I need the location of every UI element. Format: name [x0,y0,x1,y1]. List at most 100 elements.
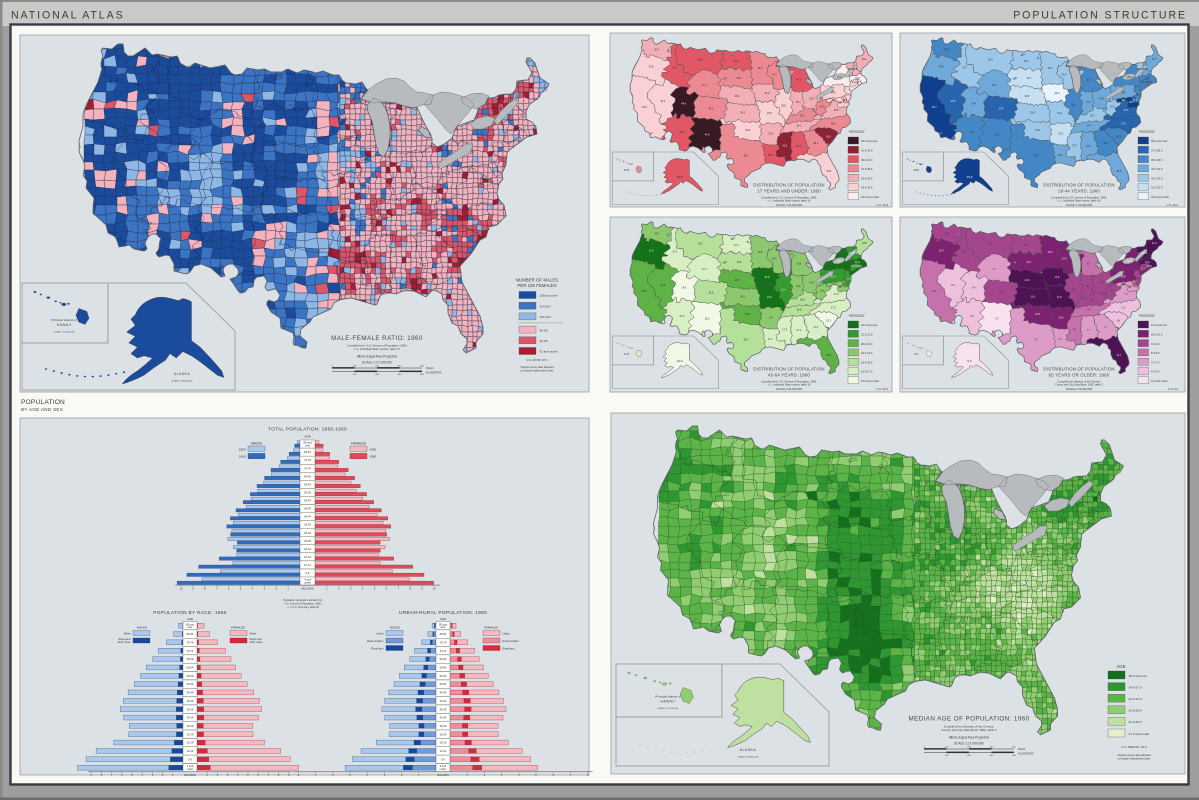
svg-text:3: 3 [227,774,229,777]
svg-text:22.8: 22.8 [765,276,770,279]
svg-text:30.9 and under: 30.9 and under [1151,195,1169,199]
svg-text:65-69: 65-69 [187,657,194,661]
svg-text:9.6: 9.6 [1025,244,1029,247]
svg-text:17.2: 17.2 [680,315,685,318]
svg-text:55-59: 55-59 [304,491,311,495]
svg-text:19.7: 19.7 [769,317,774,320]
svg-text:Compiled from U.S. Census of P: Compiled from U.S. Census of Population:… [761,196,817,200]
svg-text:8.7: 8.7 [1087,309,1091,312]
svg-text:17.0: 17.0 [624,352,630,356]
svg-text:FEMALES: FEMALES [484,625,498,629]
svg-text:1: 1 [287,586,289,590]
svg-text:7.4: 7.4 [992,268,996,271]
svg-text:75-79: 75-79 [187,641,194,645]
svg-text:33.5: 33.5 [1138,68,1143,71]
svg-text:400: 400 [420,365,424,367]
svg-text:over: over [187,625,192,629]
svg-text:37.0-38.9: 37.0-38.9 [861,167,873,171]
svg-text:4 and: 4 and [440,764,447,768]
svg-text:40.0: 40.0 [680,131,685,134]
svg-text:over: over [305,443,310,447]
svg-text:17.2: 17.2 [734,244,739,247]
svg-text:35-39: 35-39 [187,707,194,711]
svg-text:19.0-19.9: 19.0-19.9 [861,351,873,355]
svg-text:34.2: 34.2 [661,100,666,103]
svg-text:36.0: 36.0 [1147,81,1152,84]
svg-text:38.2: 38.2 [800,115,805,118]
svg-text:21.8: 21.8 [852,265,857,268]
svg-text:15.9 and under: 15.9 and under [861,379,879,383]
svg-text:9: 9 [421,586,423,590]
svg-text:70-74: 70-74 [304,466,311,470]
svg-text:under: under [187,767,194,771]
svg-text:34.7: 34.7 [1152,58,1157,61]
svg-text:PER 100 FEMALES: PER 100 FEMALES [517,283,556,288]
svg-text:30.0-33.9: 30.0-33.9 [1129,697,1142,701]
svg-text:11.0 and over: 11.0 and over [1151,323,1167,327]
svg-text:Virginia county data adjusted: Virginia county data adjusted [520,365,554,369]
svg-text:33.7: 33.7 [962,66,967,69]
svg-text:21.6: 21.6 [831,276,836,279]
svg-text:65 YEARS OR OLDER: 1960: 65 YEARS OR OLDER: 1960 [1049,373,1110,378]
svg-text:42.0: 42.0 [826,135,831,138]
svg-text:U.S. 9.2: U.S. 9.2 [1168,387,1179,391]
svg-text:26.0-29.9: 26.0-29.9 [1129,709,1142,713]
svg-text:35.0-36.9: 35.0-36.9 [1151,158,1163,162]
svg-text:Rural farm: Rural farm [503,647,515,651]
svg-text:38.2: 38.2 [813,142,818,145]
svg-text:6: 6 [121,774,123,777]
svg-text:3: 3 [350,586,352,590]
svg-text:6.8: 6.8 [1117,319,1121,322]
svg-text:2: 2 [217,774,219,777]
svg-text:36.3: 36.3 [1033,155,1038,158]
svg-text:100: 100 [353,365,357,367]
svg-text:16.0-17.9: 16.0-17.9 [861,370,873,374]
svg-text:18-44 YEARS: 1960: 18-44 YEARS: 1960 [1058,189,1100,194]
svg-text:60-64: 60-64 [304,482,311,486]
svg-text:5: 5 [247,774,249,777]
svg-text:35.8: 35.8 [734,95,739,98]
svg-text:BY AGE AND SEX: BY AGE AND SEX [21,407,63,412]
svg-text:under: under [440,767,447,771]
svg-text:32.9 and under: 32.9 and under [861,195,879,199]
svg-text:45-49: 45-49 [187,691,194,695]
svg-text:11.6: 11.6 [1030,296,1035,299]
svg-text:4: 4 [367,774,369,777]
svg-text:39.0-40.9: 39.0-40.9 [861,158,873,162]
svg-text:7: 7 [398,586,400,590]
svg-text:FEMALES: FEMALES [351,441,366,445]
svg-text:Negro and: Negro and [250,637,263,641]
svg-text:55-59: 55-59 [187,674,194,678]
svg-text:8: 8 [101,774,103,777]
svg-text:5: 5 [240,586,242,590]
svg-text:9.8: 9.8 [999,292,1003,295]
svg-text:SCALE 1:17,000,000: SCALE 1:17,000,000 [362,361,392,365]
svg-text:5: 5 [374,586,376,590]
svg-text:6: 6 [228,586,230,590]
svg-text:2: 2 [162,774,164,777]
svg-text:7.7: 7.7 [1087,329,1091,332]
svg-text:10.5: 10.5 [1127,260,1132,263]
svg-text:33.6: 33.6 [1024,60,1029,63]
svg-text:6: 6 [386,586,388,590]
svg-text:75-79: 75-79 [304,458,311,462]
svg-text:POPULATION: POPULATION [21,399,65,406]
svg-text:37.4: 37.4 [1124,109,1129,112]
svg-text:11.7: 11.7 [1117,354,1122,357]
svg-text:NUMBER OF MALES: NUMBER OF MALES [516,278,559,283]
svg-text:Albers Equal Area Projection: Albers Equal Area Projection [357,355,398,359]
svg-text:80-84: 80-84 [187,632,194,636]
svg-text:30.0: 30.0 [1055,92,1060,95]
svg-text:104-107: 104-107 [540,304,552,308]
svg-text:6.8: 6.8 [951,284,955,287]
svg-text:County and City Data Book: 196: County and City Data Book: 1962, table 2 [941,728,997,732]
svg-text:40.1: 40.1 [672,66,677,69]
svg-text:96-99: 96-99 [540,328,548,332]
svg-text:300: 300 [398,365,402,367]
svg-text:MILLIONS: MILLIONS [437,774,449,777]
svg-text:40.0: 40.0 [734,60,739,63]
svg-text:Compiled from U.S. Census of P: Compiled from U.S. Census of Population:… [1051,196,1107,200]
svg-text:1: 1 [418,774,420,777]
svg-text:9.6: 9.6 [1137,278,1141,281]
svg-text:SCALE 1:17,000,000: SCALE 1:17,000,000 [954,742,984,746]
